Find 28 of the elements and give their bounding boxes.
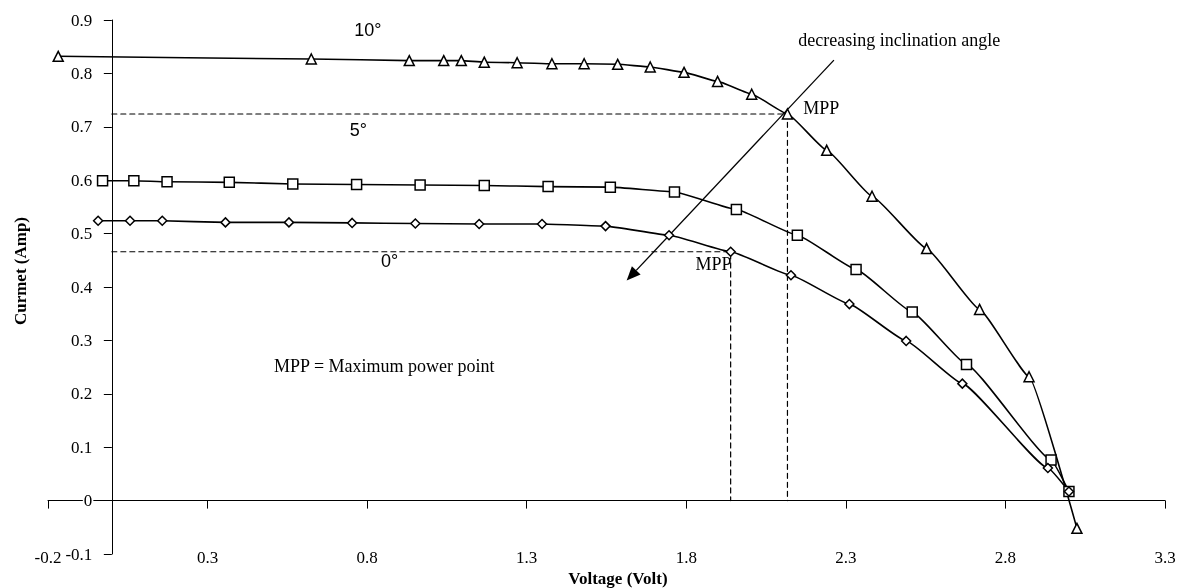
annotation: MPP = Maximum power point (274, 356, 495, 377)
annotation: MPP (695, 253, 732, 274)
x-axis-title: Voltage (Volt) (568, 568, 668, 588)
y-tick-label: 0.9 (71, 10, 93, 30)
x-tick-label: 1.8 (675, 548, 697, 567)
x-tick-label: 2.3 (835, 548, 857, 567)
y-tick-label: 0.1 (71, 437, 93, 457)
series-label: 0° (381, 251, 399, 272)
x-tick-label: 0.8 (356, 548, 378, 567)
y-tick-label: 0.4 (71, 277, 93, 297)
y-tick-label: 0.3 (71, 330, 93, 350)
annotation: decreasing inclination angle (798, 30, 1001, 51)
y-tick-label: 0 (83, 491, 93, 511)
y-tick-label: 0.2 (71, 384, 93, 404)
y-tick-label: 0.6 (71, 170, 93, 190)
x-tick-label: 3.3 (1154, 548, 1176, 567)
y-tick-label: 0.8 (71, 63, 93, 83)
series-label: 10° (354, 20, 382, 41)
x-tick-label: 0.3 (196, 548, 219, 567)
y-tick-label: 0.7 (71, 117, 93, 137)
x-tick-label: 1.3 (516, 548, 538, 567)
x-tick-label: 2.8 (994, 548, 1017, 567)
y-tick-label: -0.1 (65, 544, 93, 564)
annotation: MPP (803, 98, 840, 119)
y-tick-label: 0.5 (71, 224, 93, 244)
x-tick-label: -0.2 (34, 548, 62, 567)
text: 5° (349, 120, 368, 141)
y-axis-title: Curmet (Amp) (10, 217, 30, 326)
